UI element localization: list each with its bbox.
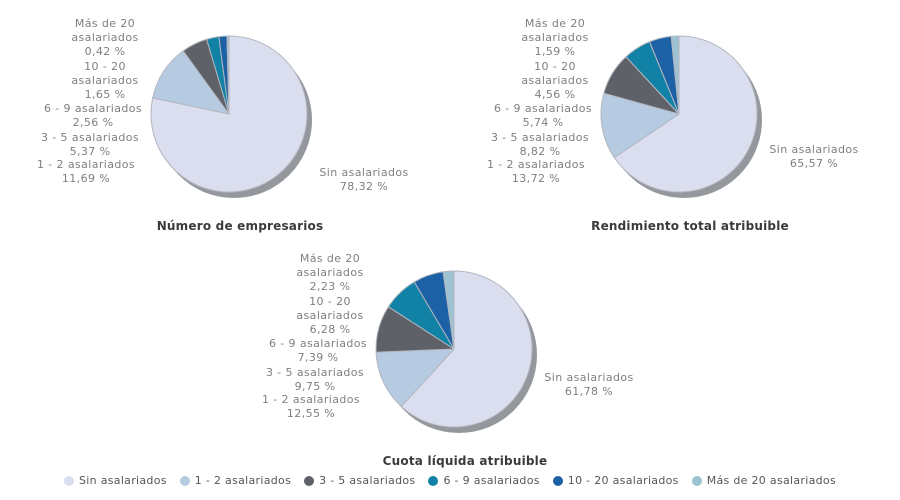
legend-item-5: Más de 20 asalariados	[691, 474, 836, 487]
slice-label-0: Más de 20 asalariados 1,59 %	[521, 17, 588, 59]
slice-label-line: 0,42 %	[84, 45, 126, 58]
slice-label-line: 5,74 %	[522, 116, 564, 129]
slice-label-3: 3 - 5 asalariados 5,37 %	[41, 131, 139, 159]
slice-label-line: asalariados	[296, 266, 364, 279]
chart-legend: Sin asalariados 1 - 2 asalariados 3 - 5 as…	[0, 474, 900, 487]
pie-slice-1	[600, 92, 680, 159]
slice-label-line: Más de 20	[299, 252, 361, 265]
slice-label-line: 6,28 %	[309, 323, 351, 336]
slice-label-4: 1 - 2 asalariados 12,55 %	[262, 393, 360, 421]
slice-label-line: 4,56 %	[534, 88, 576, 101]
slice-label-line: 1 - 2 asalariados	[261, 393, 361, 406]
pie-graphic	[375, 270, 537, 433]
chart-title: Número de empresarios	[156, 219, 324, 233]
slice-label-line: Más de 20	[524, 17, 586, 30]
pie-graphic	[600, 35, 762, 198]
slice-label-line: 6 - 9 asalariados	[268, 337, 368, 350]
legend-item-2: 3 - 5 asalariados	[304, 474, 415, 487]
slice-label-line: 65,57 %	[789, 157, 839, 170]
slice-label-line: asalariados	[71, 31, 139, 44]
slice-label-line: 61,78 %	[564, 385, 614, 398]
chart-title: Rendimiento total atribuible	[591, 219, 789, 233]
legend-item-label: Más de 20 asalariados	[706, 474, 836, 487]
slice-label-line: 10 - 20	[309, 295, 351, 308]
pie-slice-0	[400, 270, 533, 428]
legend-dot-icon	[691, 475, 702, 486]
chart-title: Cuota líquida atribuible	[382, 454, 548, 468]
pie-slice-5	[670, 35, 680, 115]
slice-label-line: 8,82 %	[519, 145, 561, 158]
slice-label-4: 1 - 2 asalariados 13,72 %	[487, 158, 585, 186]
pie-slice-0	[613, 35, 758, 193]
legend-dot-icon	[428, 475, 439, 486]
pie-graphic	[150, 35, 312, 198]
slice-label-line: 11,69 %	[61, 172, 111, 185]
slice-label-line: 3 - 5 asalariados	[40, 131, 140, 144]
slice-label-1: 10 - 20 asalariados 1,65 %	[71, 60, 138, 102]
slice-label-line: Sin asalariados	[544, 371, 634, 384]
slice-label-sin-asalariados: Sin asalariados 65,57 %	[769, 143, 858, 171]
slice-label-line: 6 - 9 asalariados	[43, 102, 143, 115]
slice-label-line: 1 - 2 asalariados	[36, 158, 136, 171]
slice-label-line: 1,59 %	[534, 45, 576, 58]
slice-label-line: 3 - 5 asalariados	[265, 366, 365, 379]
slice-label-line: 2,23 %	[309, 280, 351, 293]
legend-item-0: Sin asalariados	[64, 474, 167, 487]
slice-label-4: 1 - 2 asalariados 11,69 %	[37, 158, 135, 186]
slice-label-0: Más de 20 asalariados 0,42 %	[71, 17, 138, 59]
slice-label-line: 5,37 %	[69, 145, 111, 158]
slice-label-line: 78,32 %	[339, 180, 389, 193]
slice-label-3: 3 - 5 asalariados 8,82 %	[491, 131, 589, 159]
legend-item-1: 1 - 2 asalariados	[179, 474, 292, 487]
pie-chart-cuota-liquida-atribuible: Cuota líquida atribuible Más de 20 asalar…	[225, 235, 675, 485]
slice-label-line: Más de 20	[74, 17, 136, 30]
legend-item-label: 10 - 20 asalariados	[567, 474, 679, 487]
legend-item-label: 3 - 5 asalariados	[319, 474, 416, 487]
slice-label-line: Sin asalariados	[769, 143, 859, 156]
slice-label-2: 6 - 9 asalariados 7,39 %	[269, 337, 367, 365]
slice-label-sin-asalariados: Sin asalariados 78,32 %	[319, 166, 408, 194]
legend-item-4: 10 - 20 asalariados	[552, 474, 679, 487]
pie-chart-rendimiento-total-atribuible: Rendimiento total atribuible Más de 20 as…	[450, 0, 900, 250]
slice-label-line: 1 - 2 asalariados	[486, 158, 586, 171]
slice-label-line: 9,75 %	[294, 380, 336, 393]
slice-label-2: 6 - 9 asalariados 2,56 %	[44, 102, 142, 130]
legend-dot-icon	[552, 475, 563, 486]
legend-dot-icon	[304, 475, 315, 486]
slice-label-1: 10 - 20 asalariados 6,28 %	[296, 295, 363, 337]
legend-item-label: Sin asalariados	[79, 474, 167, 487]
slice-label-line: 10 - 20	[84, 60, 126, 73]
slice-label-line: asalariados	[521, 74, 589, 87]
slice-label-line: Sin asalariados	[319, 166, 409, 179]
slice-label-line: 1,65 %	[84, 88, 126, 101]
slice-label-line: 7,39 %	[297, 351, 339, 364]
slice-label-line: asalariados	[296, 309, 364, 322]
legend-item-label: 6 - 9 asalariados	[443, 474, 540, 487]
slice-label-1: 10 - 20 asalariados 4,56 %	[521, 60, 588, 102]
slice-label-line: 6 - 9 asalariados	[493, 102, 593, 115]
slice-label-line: 2,56 %	[72, 116, 114, 129]
legend-dot-icon	[179, 475, 190, 486]
slice-label-line: 10 - 20	[534, 60, 576, 73]
pie-slice-1	[375, 348, 455, 408]
pie-slice-5	[442, 270, 455, 350]
slice-label-sin-asalariados: Sin asalariados 61,78 %	[544, 371, 633, 399]
legend-item-label: 1 - 2 asalariados	[194, 474, 292, 487]
slice-label-line: asalariados	[521, 31, 589, 44]
slice-label-3: 3 - 5 asalariados 9,75 %	[266, 366, 364, 394]
slice-label-2: 6 - 9 asalariados 5,74 %	[494, 102, 592, 130]
legend-item-3: 6 - 9 asalariados	[428, 474, 539, 487]
legend-dot-icon	[64, 475, 74, 486]
slice-label-0: Más de 20 asalariados 2,23 %	[296, 252, 363, 294]
slice-label-line: asalariados	[71, 74, 139, 87]
pie-chart-numero-de-empresarios: Número de empresarios Más de 20 asalariad…	[0, 0, 450, 250]
slice-label-line: 12,55 %	[286, 407, 336, 420]
pie-slice-5	[226, 35, 230, 115]
slice-label-line: 3 - 5 asalariados	[490, 131, 590, 144]
slice-label-line: 13,72 %	[511, 172, 561, 185]
